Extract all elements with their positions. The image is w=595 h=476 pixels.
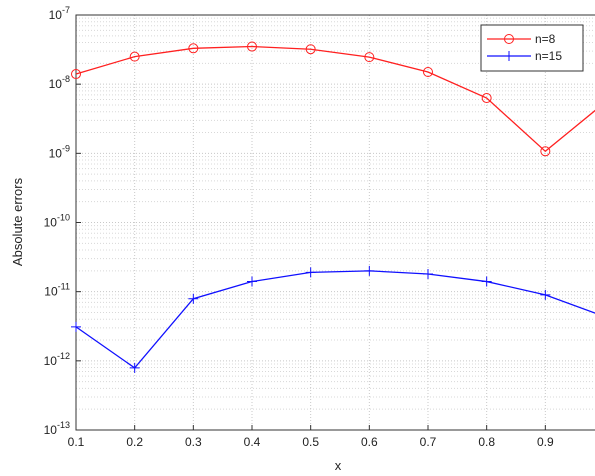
x-tick-label: 0.6 <box>361 435 378 449</box>
chart: x Absolute errors 10-1310-1210-1110-1010… <box>0 0 595 476</box>
x-tick-label: 0.2 <box>126 435 143 449</box>
y-tick-label: 10-7 <box>49 5 70 22</box>
x-tick-label: 0.7 <box>420 435 437 449</box>
y-tick-base: 10 <box>49 8 63 22</box>
y-tick-label: 10-13 <box>44 420 70 437</box>
y-tick-base: 10 <box>44 285 58 299</box>
x-tick-label: 0.9 <box>537 435 554 449</box>
y-tick-label: 10-12 <box>44 351 70 368</box>
legend-label: n=8 <box>535 32 556 46</box>
y-tick-exp: -9 <box>62 143 70 153</box>
y-tick-label: 10-9 <box>49 143 70 160</box>
y-tick-base: 10 <box>49 146 63 160</box>
x-tick-label: 0.3 <box>185 435 202 449</box>
y-tick-base: 10 <box>44 423 58 437</box>
y-tick-exp: -7 <box>62 5 70 15</box>
y-tick-base: 10 <box>44 354 58 368</box>
x-tick-label: 0.1 <box>68 435 85 449</box>
x-axis-label: x <box>335 458 342 473</box>
y-tick-base: 10 <box>49 77 63 91</box>
y-tick-exp: -12 <box>57 351 70 361</box>
y-tick-label: 10-10 <box>44 213 70 230</box>
x-tick-label: 0.5 <box>302 435 319 449</box>
y-tick-exp: -11 <box>58 282 70 292</box>
y-tick-label: 10-11 <box>44 282 70 299</box>
x-tick-label: 0.4 <box>244 435 261 449</box>
y-tick-exp: -13 <box>57 420 70 430</box>
legend-box <box>481 25 583 71</box>
legend-label: n=15 <box>535 49 562 63</box>
x-tick-label: 0.8 <box>478 435 495 449</box>
y-axis-label: Absolute errors <box>10 177 25 266</box>
y-tick-label: 10-8 <box>49 74 70 91</box>
y-tick-exp: -8 <box>62 74 70 84</box>
y-tick-exp: -10 <box>57 213 70 223</box>
y-tick-base: 10 <box>44 216 58 230</box>
